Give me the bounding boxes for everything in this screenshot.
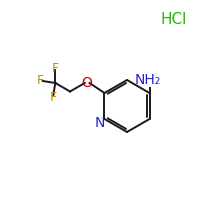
Text: F: F: [50, 91, 57, 104]
Text: O: O: [82, 76, 93, 90]
Text: F: F: [52, 62, 59, 75]
Text: NH₂: NH₂: [134, 73, 161, 87]
Text: HCl: HCl: [161, 12, 187, 27]
Text: N: N: [95, 116, 105, 130]
Text: F: F: [37, 74, 44, 88]
